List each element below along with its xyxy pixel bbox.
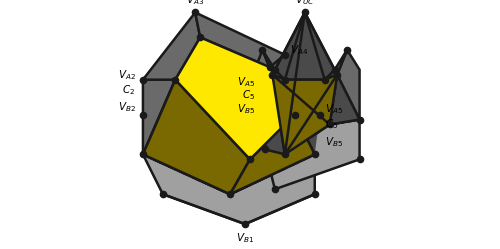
- Polygon shape: [337, 50, 359, 120]
- Polygon shape: [265, 120, 360, 189]
- Polygon shape: [230, 115, 314, 194]
- Polygon shape: [262, 12, 360, 149]
- Text: $V_{B2}$: $V_{B2}$: [118, 100, 136, 114]
- Text: $V_{B5}$: $V_{B5}$: [237, 103, 255, 117]
- Polygon shape: [143, 80, 250, 194]
- Polygon shape: [255, 50, 272, 149]
- Text: $V_{B5}$: $V_{B5}$: [324, 135, 342, 149]
- Polygon shape: [143, 80, 176, 154]
- Text: $C_5$: $C_5$: [242, 88, 255, 102]
- Text: $V_{A2}$: $V_{A2}$: [118, 68, 136, 82]
- Polygon shape: [330, 75, 360, 124]
- Polygon shape: [324, 50, 347, 80]
- Text: $V_{B1}$: $V_{B1}$: [236, 232, 254, 245]
- Polygon shape: [275, 12, 334, 80]
- Polygon shape: [272, 75, 337, 154]
- Text: $V_{UC}$: $V_{UC}$: [295, 0, 314, 7]
- Text: $V_{A4}$: $V_{A4}$: [290, 43, 308, 57]
- Text: $C_2$: $C_2$: [122, 83, 136, 97]
- Polygon shape: [195, 12, 285, 67]
- Text: $C_5$: $C_5$: [324, 118, 338, 131]
- Polygon shape: [143, 12, 200, 80]
- Polygon shape: [265, 75, 285, 154]
- Polygon shape: [270, 55, 320, 115]
- Text: $V_{A5}$: $V_{A5}$: [324, 103, 342, 117]
- Polygon shape: [262, 50, 285, 80]
- Polygon shape: [143, 12, 320, 194]
- Polygon shape: [143, 80, 250, 194]
- Polygon shape: [176, 37, 295, 159]
- Polygon shape: [143, 154, 314, 224]
- Text: $V_{A3}$: $V_{A3}$: [186, 0, 204, 7]
- Polygon shape: [230, 115, 314, 194]
- Text: $V_{A5}$: $V_{A5}$: [237, 75, 255, 89]
